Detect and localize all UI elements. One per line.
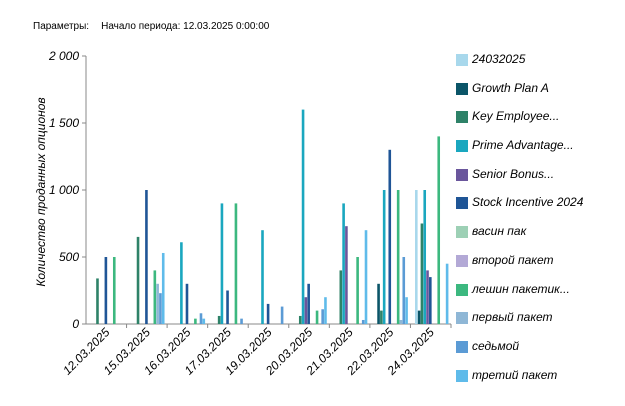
legend-swatch [456,111,468,124]
bar [261,230,264,324]
bar [426,270,429,324]
bar [382,190,386,324]
bar [405,297,408,324]
y-axis: 0 500 1 000 1 500 2 000 [48,49,87,331]
bar [402,257,406,324]
parameters-label: Параметры: [33,21,90,32]
bar [220,203,224,324]
bar [315,310,319,324]
bar [104,257,108,324]
bar [361,319,365,324]
bar [364,230,368,324]
bar [202,318,206,324]
bar [324,297,327,324]
legend-swatch [456,226,468,239]
legend-label: Senior Bonus... [472,166,555,181]
bar [145,190,148,324]
bar [280,306,284,324]
legend-label: 24032025 [472,52,526,66]
y-axis-label: Количество проданных опционов [34,97,48,286]
bar [96,278,99,324]
bar [399,319,403,324]
bar [345,226,348,324]
legend-swatch [456,254,468,267]
bar [388,149,392,324]
bar [159,293,162,324]
legend-label: лешин пакетик... [472,281,570,296]
bar [153,270,157,324]
legend-swatch [456,82,468,95]
bar [423,190,427,324]
bar [185,283,189,324]
bar [301,109,305,324]
bar [380,310,383,324]
bar [136,236,140,324]
bars [96,109,449,324]
bar [180,242,183,324]
legend-swatch [456,140,468,153]
period-start: Начало периода: 12.03.2025 0:00:00 [101,21,270,32]
legend-label: третий пакет [472,367,558,382]
bar [396,190,400,324]
bar [194,318,197,324]
bar [437,136,441,324]
bar [321,309,324,324]
bar [339,270,343,324]
y-tick-label: 500 [59,250,79,264]
bar [420,223,424,324]
legend-swatch [456,312,468,325]
legend-label: Key Employee... [472,109,560,124]
bar [377,283,380,324]
bar [429,277,432,324]
y-tick-label: 0 [72,317,79,331]
y-tick-label: 1 500 [49,116,79,130]
legend-swatch [456,369,468,382]
legend-label: Stock Incentive 2024 [472,195,584,210]
bar [240,318,243,324]
legend-swatch [456,340,468,353]
bar [417,310,421,324]
x-axis: 12.03.202515.03.202516.03.202517.03.2025… [60,323,452,378]
legend-label: васин пак [472,224,527,239]
legend-swatch [456,168,468,181]
bar [226,290,229,324]
bar [199,313,203,324]
bar [298,315,302,324]
bar [156,283,159,324]
y-tick-label: 2 000 [48,49,79,63]
bar [445,263,449,324]
bar [304,297,308,324]
bar [342,203,345,324]
bar [234,203,238,324]
legend-label: первый пакет [472,310,553,325]
bar [266,303,270,324]
bar [356,257,359,324]
legend-label: второй пакет [472,252,554,267]
y-tick-label: 1 000 [49,183,79,197]
legend-label: Growth Plan A [472,80,549,95]
bar [112,257,116,324]
legend-swatch [456,54,468,66]
legend-swatch [456,197,468,210]
parameters-line: Параметры: Начало периода: 12.03.2025 0:0… [33,21,269,32]
legend-label: Prime Advantage... [472,138,574,153]
bar [415,190,418,324]
bar [217,315,221,324]
bar [161,252,165,324]
legend-swatch [456,283,468,296]
legend-label: седьмой [472,338,520,353]
bar [307,283,310,324]
